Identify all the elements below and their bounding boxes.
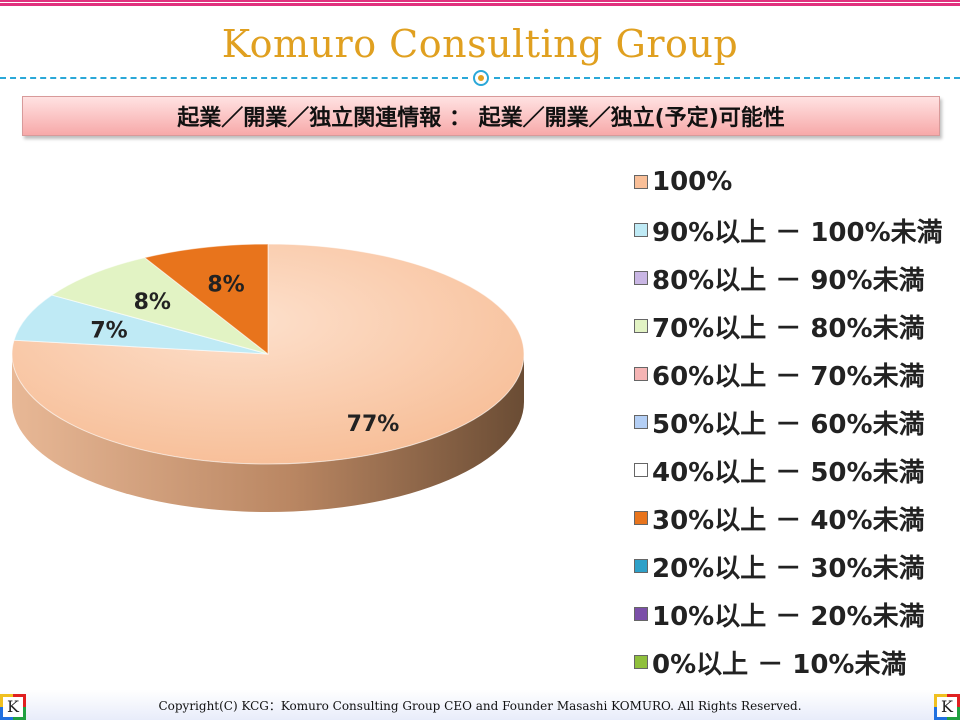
legend-label: 50%以上 － 60%未満 [652, 409, 925, 440]
legend-label: 0%以上 － 10%未満 [652, 649, 907, 680]
legend-item: 80%以上 － 90%未満 [634, 254, 960, 302]
legend-swatch [634, 655, 648, 669]
pie-labels: 77% 7% 8% 8% [90, 273, 399, 438]
legend-item: 20%以上 － 30%未満 [634, 542, 960, 590]
footer-bar [0, 690, 960, 720]
legend-label: 30%以上 － 40%未満 [652, 505, 925, 536]
legend-label: 90%以上 － 100%未満 [652, 217, 943, 248]
top-stripe [0, 0, 960, 6]
chart-legend: 100% 90%以上 － 100%未満 80%以上 － 90%未満 70%以上 － 8… [634, 158, 960, 686]
pie-sides [12, 354, 524, 512]
legend-label: 20%以上 － 30%未満 [652, 553, 925, 584]
pie-slice [143, 243, 269, 356]
pie-data-label: 7% [90, 318, 127, 343]
legend-swatch [634, 175, 648, 189]
kcg-logo-right: K [934, 694, 960, 720]
kcg-logo-letter: K [937, 697, 957, 717]
legend-label: 40%以上 － 50%未満 [652, 457, 925, 488]
legend-label: 100% [652, 167, 733, 197]
pie-tops [11, 243, 525, 465]
pie-chart: 77% 7% 8% 8% [11, 243, 525, 512]
legend-label: 70%以上 － 80%未満 [652, 313, 925, 344]
legend-item: 10%以上 － 20%未満 [634, 590, 960, 638]
legend-swatch [634, 271, 648, 285]
legend-item: 50%以上 － 60%未満 [634, 398, 960, 446]
legend-swatch [634, 559, 648, 573]
subtitle-band: 起業／開業／独立関連情報 ： 起業／開業／独立(予定)可能性 [22, 96, 940, 136]
pie-data-label: 8% [134, 290, 171, 315]
legend-item: 70%以上 － 80%未満 [634, 302, 960, 350]
pie-data-label: 8% [207, 273, 244, 298]
legend-swatch [634, 415, 648, 429]
legend-label: 10%以上 － 20%未満 [652, 601, 925, 632]
legend-swatch [634, 319, 648, 333]
legend-swatch [634, 223, 648, 237]
legend-item: 40%以上 － 50%未満 [634, 446, 960, 494]
pie-slice-side [12, 354, 524, 512]
pie-slice [50, 257, 269, 355]
subtitle-text: 起業／開業／独立関連情報 ： 起業／開業／独立(予定)可能性 [177, 106, 785, 131]
pie-slice [13, 294, 269, 355]
legend-item: 100% [634, 158, 960, 206]
legend-item: 90%以上 － 100%未満 [634, 206, 960, 254]
rule-ornament-icon [473, 70, 489, 86]
legend-item: 60%以上 － 70%未満 [634, 350, 960, 398]
kcg-logo-letter: K [3, 697, 23, 717]
legend-item: 30%以上 － 40%未満 [634, 494, 960, 542]
copyright-text: Copyright(C) KCG：Komuro Consulting Group… [158, 699, 802, 713]
pie-data-label: 77% [347, 412, 400, 437]
legend-label: 60%以上 － 70%未満 [652, 361, 925, 392]
legend-item: 0%以上 － 10%未満 [634, 638, 960, 686]
kcg-logo-left: K [0, 694, 26, 720]
legend-swatch [634, 607, 648, 621]
legend-swatch [634, 367, 648, 381]
legend-swatch [634, 511, 648, 525]
legend-swatch [634, 463, 648, 477]
brand-title: Komuro Consulting Group [221, 22, 739, 66]
header-rule-right [494, 77, 960, 79]
header-rule-left [0, 77, 468, 79]
legend-label: 80%以上 － 90%未満 [652, 265, 925, 296]
